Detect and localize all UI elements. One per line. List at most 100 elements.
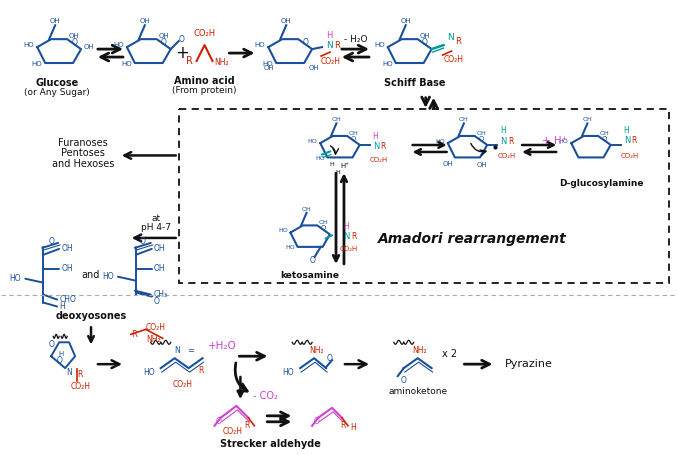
Text: ketosamine: ketosamine [281, 271, 340, 280]
Text: HO: HO [255, 42, 265, 48]
Text: OH: OH [477, 162, 487, 168]
Text: O: O [310, 256, 316, 265]
Text: OH: OH [140, 18, 150, 24]
Text: Schiff Base: Schiff Base [384, 78, 445, 88]
Text: OH: OH [332, 117, 341, 122]
Text: N: N [373, 142, 379, 152]
Text: O: O [161, 38, 167, 47]
Text: HO: HO [374, 42, 385, 48]
Text: HO: HO [382, 61, 393, 67]
Text: Strecker aldehyde: Strecker aldehyde [220, 439, 321, 449]
Text: OH: OH [401, 18, 411, 24]
Text: HO: HO [308, 139, 317, 144]
Text: N: N [343, 232, 349, 241]
Text: HO: HO [143, 368, 155, 377]
Text: H: H [350, 423, 356, 432]
Text: O: O [327, 354, 333, 363]
Text: CH₃: CH₃ [154, 290, 168, 299]
Text: aminoketone: aminoketone [388, 388, 447, 396]
Text: OH: OH [582, 117, 593, 122]
Text: pH 4-7: pH 4-7 [141, 223, 171, 233]
Text: HO: HO [435, 139, 445, 144]
Text: HO: HO [102, 272, 114, 281]
Text: CO₂H: CO₂H [146, 323, 166, 332]
Text: O: O [56, 356, 62, 365]
Text: (or Any Sugar): (or Any Sugar) [24, 88, 90, 97]
Text: CO₂H: CO₂H [340, 246, 358, 252]
Text: N: N [326, 40, 333, 50]
Text: HO: HO [262, 61, 273, 67]
Text: - H₂O: - H₂O [344, 35, 367, 44]
Text: H: H [58, 351, 64, 357]
Text: H: H [500, 126, 506, 136]
Text: OH: OH [281, 18, 292, 24]
Text: R: R [131, 330, 137, 339]
Text: HO: HO [315, 156, 325, 161]
Text: R: R [244, 421, 250, 430]
Text: HO: HO [121, 61, 132, 67]
Text: O: O [401, 375, 407, 384]
Text: O: O [154, 297, 159, 306]
Text: O: O [313, 417, 319, 426]
Text: OH: OH [459, 117, 468, 122]
Text: deoxyosones: deoxyosones [56, 312, 127, 321]
Text: R: R [380, 142, 386, 152]
Text: OH: OH [600, 131, 610, 136]
Text: H: H [330, 162, 334, 167]
Text: HO: HO [32, 61, 42, 67]
Text: R: R [199, 366, 204, 374]
Text: R: R [334, 40, 340, 50]
Text: OH: OH [309, 65, 320, 71]
Text: Pyrazine: Pyrazine [505, 359, 553, 369]
Text: CO₂H: CO₂H [71, 382, 91, 390]
Text: Glucose: Glucose [35, 78, 79, 88]
Text: R: R [77, 369, 83, 379]
Text: R: R [340, 421, 345, 430]
Text: OH: OH [319, 220, 329, 225]
Text: R: R [508, 137, 513, 147]
Text: N: N [447, 33, 454, 42]
Text: at: at [151, 213, 160, 222]
Text: R: R [351, 232, 356, 241]
Text: OH: OH [477, 131, 486, 136]
Text: - CO₂: - CO₂ [253, 391, 278, 401]
Text: CO₂H: CO₂H [173, 379, 193, 389]
Text: O: O [216, 417, 222, 426]
Text: O: O [321, 225, 326, 231]
Text: D-glucosylamine: D-glucosylamine [559, 179, 643, 188]
Text: HO: HO [113, 42, 124, 48]
Text: OH: OH [264, 65, 275, 71]
Text: Amino acid: Amino acid [174, 76, 235, 86]
Text: O: O [140, 238, 146, 247]
Text: R: R [186, 56, 193, 66]
Text: OH: OH [84, 44, 95, 50]
Text: O: O [478, 136, 483, 142]
Text: CO₂H: CO₂H [443, 55, 464, 64]
Text: NH₂: NH₂ [412, 346, 427, 355]
Text: and Hexoses: and Hexoses [52, 159, 114, 169]
Text: NH₂: NH₂ [308, 346, 323, 355]
Text: NH₂: NH₂ [146, 335, 161, 344]
Text: N: N [500, 137, 506, 147]
Text: OH: OH [154, 264, 165, 273]
Text: OH: OH [159, 33, 170, 39]
Text: O: O [48, 340, 54, 349]
Text: Pentoses: Pentoses [61, 148, 105, 158]
Text: O: O [302, 38, 308, 47]
Text: H: H [343, 222, 348, 231]
Bar [179, 109, 669, 283]
Text: R: R [632, 136, 637, 146]
Text: O: O [601, 136, 607, 142]
Text: OH: OH [302, 207, 311, 212]
Text: N: N [624, 136, 630, 146]
Text: OH: OH [349, 131, 359, 136]
Text: H: H [624, 126, 629, 136]
Text: O: O [48, 238, 54, 247]
Text: HO: HO [559, 139, 569, 144]
Text: O: O [71, 38, 77, 47]
Text: H: H [373, 132, 378, 142]
Text: OH: OH [61, 244, 73, 253]
Text: N: N [174, 346, 180, 355]
Text: NH₂: NH₂ [214, 57, 229, 66]
Text: + H⁺: + H⁺ [542, 136, 567, 146]
